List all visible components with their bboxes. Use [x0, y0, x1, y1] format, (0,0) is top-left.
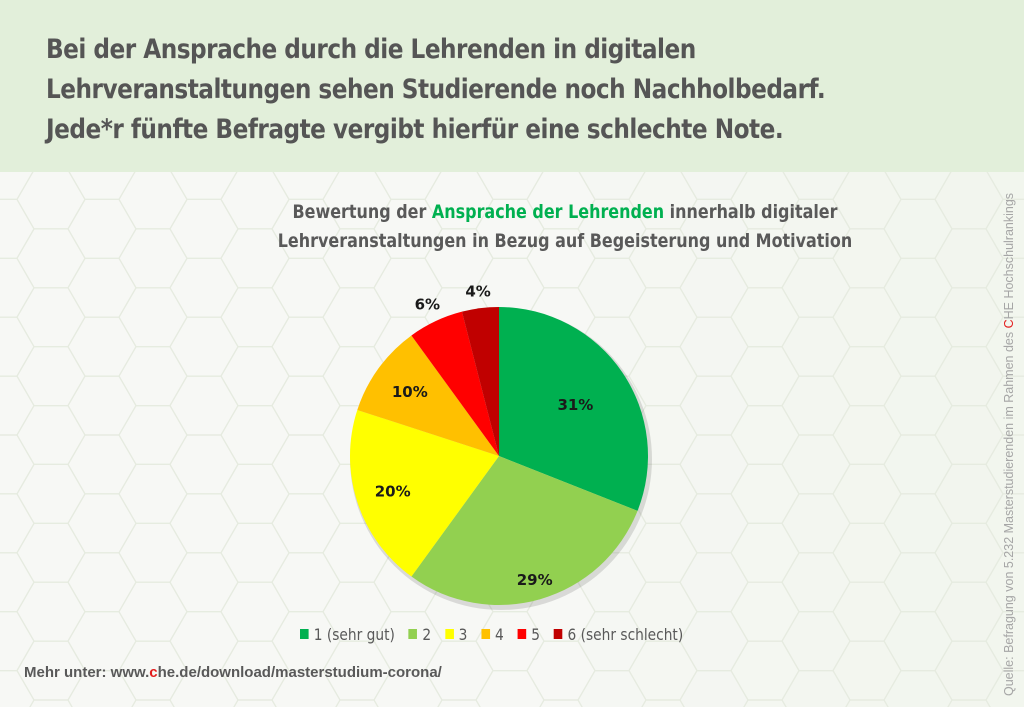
hexagon-tile — [985, 257, 1024, 318]
headline-line-3: Jede*r fünfte Befragte vergibt hierfür e… — [46, 114, 784, 145]
pie-label-4: 10% — [392, 383, 428, 401]
pie-label-2: 29% — [517, 571, 553, 589]
legend-swatch — [300, 629, 309, 639]
headline-line-1: Bei der Ansprache durch die Lehrenden in… — [46, 34, 696, 65]
pie-label-1: 31% — [557, 396, 593, 414]
source-note: Quelle: Befragung von 5.232 Masterstudie… — [1002, 193, 1016, 696]
hexagon-tile — [475, 669, 545, 707]
legend-label: 4 — [494, 624, 504, 644]
hexagon-tile — [985, 316, 1024, 377]
footer-suffix: .de/download/masterstudium-corona/ — [175, 664, 442, 681]
pie-slice-5 — [411, 311, 499, 456]
hexagon-tile — [985, 375, 1024, 436]
pie-label-3: 20% — [375, 483, 411, 501]
hexagon-tile — [271, 669, 341, 707]
legend-item-2: 2 — [408, 624, 432, 644]
legend-item-3: 3 — [444, 624, 468, 644]
chart-title-accent: Ansprache der Lehrenden — [431, 201, 665, 223]
chart-title-suffix: innerhalb digitaler — [664, 201, 838, 223]
hexagon-tile — [985, 493, 1024, 554]
chart-title-line-2: Lehrveranstaltungen in Bezug auf Begeist… — [277, 230, 853, 252]
hexagon-tile — [883, 669, 953, 707]
hexagon-tile — [0, 669, 35, 707]
source-brand-c: C — [1002, 319, 1016, 329]
source-prefix: Quelle: Befragung von 5.232 Masterstudie… — [1002, 328, 1016, 696]
pie-slice-4 — [357, 335, 499, 456]
hexagon-tile — [577, 669, 647, 707]
pie-slice-1 — [499, 307, 649, 511]
chart-legend: 1 (sehr gut) 2 3 4 5 6 (sehr schlecht) — [300, 622, 697, 646]
pie-label-6: 4% — [465, 282, 490, 300]
hexagon-tile — [67, 669, 137, 707]
pie-slice-3 — [349, 409, 499, 577]
hexagon-tile — [985, 198, 1024, 259]
chart-title-line-1: Bewertung der Ansprache der Lehrenden in… — [258, 198, 871, 227]
hexagon-tile — [985, 611, 1024, 672]
legend-item-1: 1 (sehr gut) — [300, 625, 395, 644]
legend-swatch — [553, 629, 563, 639]
legend-swatch — [517, 629, 527, 639]
pie-label-5: 6% — [415, 296, 440, 314]
legend-item-4: 4 — [481, 625, 504, 644]
footer-link[interactable]: Mehr unter: www.che.de/download/masterst… — [24, 664, 442, 681]
hexagon-tile — [985, 669, 1024, 707]
pie-slice-2 — [411, 456, 638, 605]
legend-item-6: 6 (sehr schlecht) — [553, 624, 684, 644]
chart-title-prefix: Bewertung der — [292, 201, 432, 223]
hexagon-tile — [373, 669, 443, 707]
header-banner: Bei der Ansprache durch die Lehrenden in… — [0, 0, 1024, 172]
legend-swatch — [408, 629, 418, 639]
footer-prefix: Mehr unter: www. — [24, 664, 150, 681]
footer-brand-he: he — [157, 664, 176, 681]
hexagon-tile — [169, 669, 239, 707]
footer-brand-c: c — [149, 664, 158, 681]
hexagon-tile — [985, 434, 1024, 495]
legend-swatch — [481, 629, 490, 639]
hexagon-tile — [679, 669, 749, 707]
legend-item-5: 5 — [517, 625, 540, 644]
headline-line-2: Lehrveranstaltungen sehen Studierende no… — [46, 74, 826, 105]
source-suffix: HE Hochschulrankings — [1002, 192, 1016, 320]
hexagon-tile — [985, 552, 1024, 613]
headline: Bei der Ansprache durch die Lehrenden in… — [46, 30, 846, 150]
legend-swatch — [444, 629, 454, 639]
hexagon-tile — [781, 669, 851, 707]
legend-label: 2 — [422, 624, 432, 644]
legend-label: 6 (sehr schlecht) — [567, 624, 684, 644]
legend-label: 3 — [458, 624, 468, 644]
legend-label: 5 — [531, 624, 540, 644]
legend-label: 1 (sehr gut) — [313, 624, 395, 644]
pie-slice-6 — [461, 307, 499, 456]
chart-title: Bewertung der Ansprache der Lehrenden in… — [258, 198, 871, 256]
